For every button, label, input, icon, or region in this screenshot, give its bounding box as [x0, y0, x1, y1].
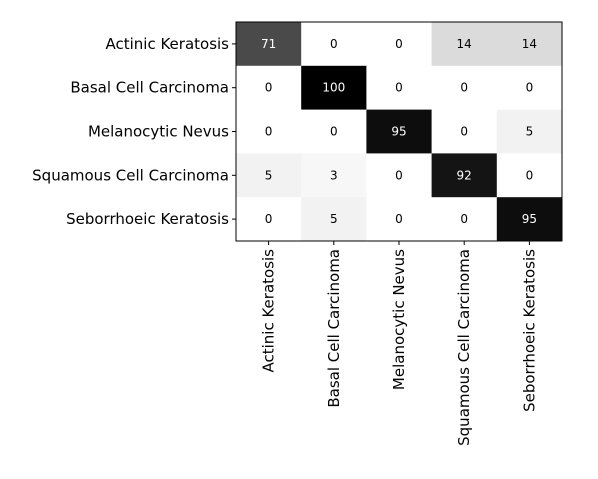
row-label: Melanocytic Nevus	[88, 123, 229, 141]
heatmap-cell-r0-c4	[496, 22, 563, 67]
heatmap-cell-r0-c3	[431, 22, 498, 67]
row-label: Squamous Cell Carcinoma	[32, 166, 229, 184]
cell-value-label: 100	[322, 81, 345, 95]
cell-value-label: 0	[330, 125, 338, 139]
heatmap-cell-r1-c0	[236, 65, 302, 111]
cell-value-label: 95	[391, 125, 406, 139]
cell-value-label: 0	[265, 125, 273, 139]
heatmap-cell-r1-c3	[431, 65, 498, 111]
heatmap-cell-r4-c4	[496, 197, 563, 242]
cell-value-label: 0	[265, 81, 273, 95]
cell-value-label: 0	[460, 125, 468, 139]
heatmap-cell-r2-c4	[496, 109, 563, 154]
heatmap-cell-r3-c1	[301, 153, 367, 198]
heatmap-cell-r0-c0	[236, 22, 302, 67]
heatmap-cell-r1-c2	[366, 65, 433, 111]
cell-value-label: 0	[395, 168, 403, 182]
cell-value-label: 3	[330, 168, 338, 182]
heatmap-cell-r3-c4	[496, 153, 563, 198]
heatmap-cell-r4-c1	[301, 197, 367, 242]
heatmap-cell-r2-c1	[301, 109, 367, 154]
cell-value-label: 71	[261, 37, 276, 51]
cell-value-label: 0	[460, 212, 468, 226]
cell-value-label: 0	[395, 37, 403, 51]
heatmap-cell-r2-c3	[431, 109, 498, 154]
heatmap-cell-r4-c2	[366, 197, 433, 242]
cell-value-label: 0	[330, 37, 338, 51]
cell-value-label: 0	[395, 81, 403, 95]
row-label: Actinic Keratosis	[105, 35, 229, 53]
heatmap-cell-r2-c2	[366, 109, 433, 154]
column-labels: Actinic Keratosis Basal Cell Carcinoma Mel…	[260, 241, 538, 446]
row-labels: Actinic Keratosis Basal Cell Carcinoma Mel…	[32, 35, 236, 228]
heatmap-cell-r1-c4	[496, 65, 563, 111]
heatmap-cell-r4-c0	[236, 197, 302, 242]
column-label: Squamous Cell Carcinoma	[455, 249, 473, 446]
column-label: Melanocytic Nevus	[390, 249, 408, 390]
cell-value-label: 14	[522, 37, 537, 51]
cell-value-label: 0	[526, 81, 534, 95]
heatmap-cell-r1-c1	[301, 65, 367, 111]
heatmap-cell-r3-c2	[366, 153, 433, 198]
heatmap-cell-r0-c2	[366, 22, 433, 67]
cell-value-label: 92	[457, 168, 472, 182]
cell-values: 71 0 0 14 14 0 100 0 0 0 0 0 95 0 5 5 3 0 92 0 0 5 0 0 95	[261, 37, 537, 226]
cell-value-label: 0	[460, 81, 468, 95]
column-label: Actinic Keratosis	[260, 249, 278, 373]
cell-value-label: 0	[395, 212, 403, 226]
heatmap-cell-r4-c3	[431, 197, 498, 242]
heatmap-cell-r3-c0	[236, 153, 302, 198]
cell-value-label: 0	[265, 212, 273, 226]
cell-value-label: 0	[526, 168, 534, 182]
row-label: Seborrhoeic Keratosis	[66, 210, 229, 228]
heatmap-cell-r0-c1	[301, 22, 367, 67]
heatmap-cells	[236, 22, 563, 242]
cell-value-label: 14	[457, 37, 472, 51]
heatmap-cell-r3-c3	[431, 153, 498, 198]
cell-value-label: 95	[522, 212, 537, 226]
row-label: Basal Cell Carcinoma	[70, 79, 229, 97]
column-label: Basal Cell Carcinoma	[325, 249, 343, 408]
cell-value-label: 5	[330, 212, 338, 226]
cell-value-label: 5	[265, 168, 273, 182]
heatmap-cell-r2-c0	[236, 109, 302, 154]
column-label: Seborrhoeic Keratosis	[520, 249, 538, 412]
cell-value-label: 5	[526, 125, 534, 139]
